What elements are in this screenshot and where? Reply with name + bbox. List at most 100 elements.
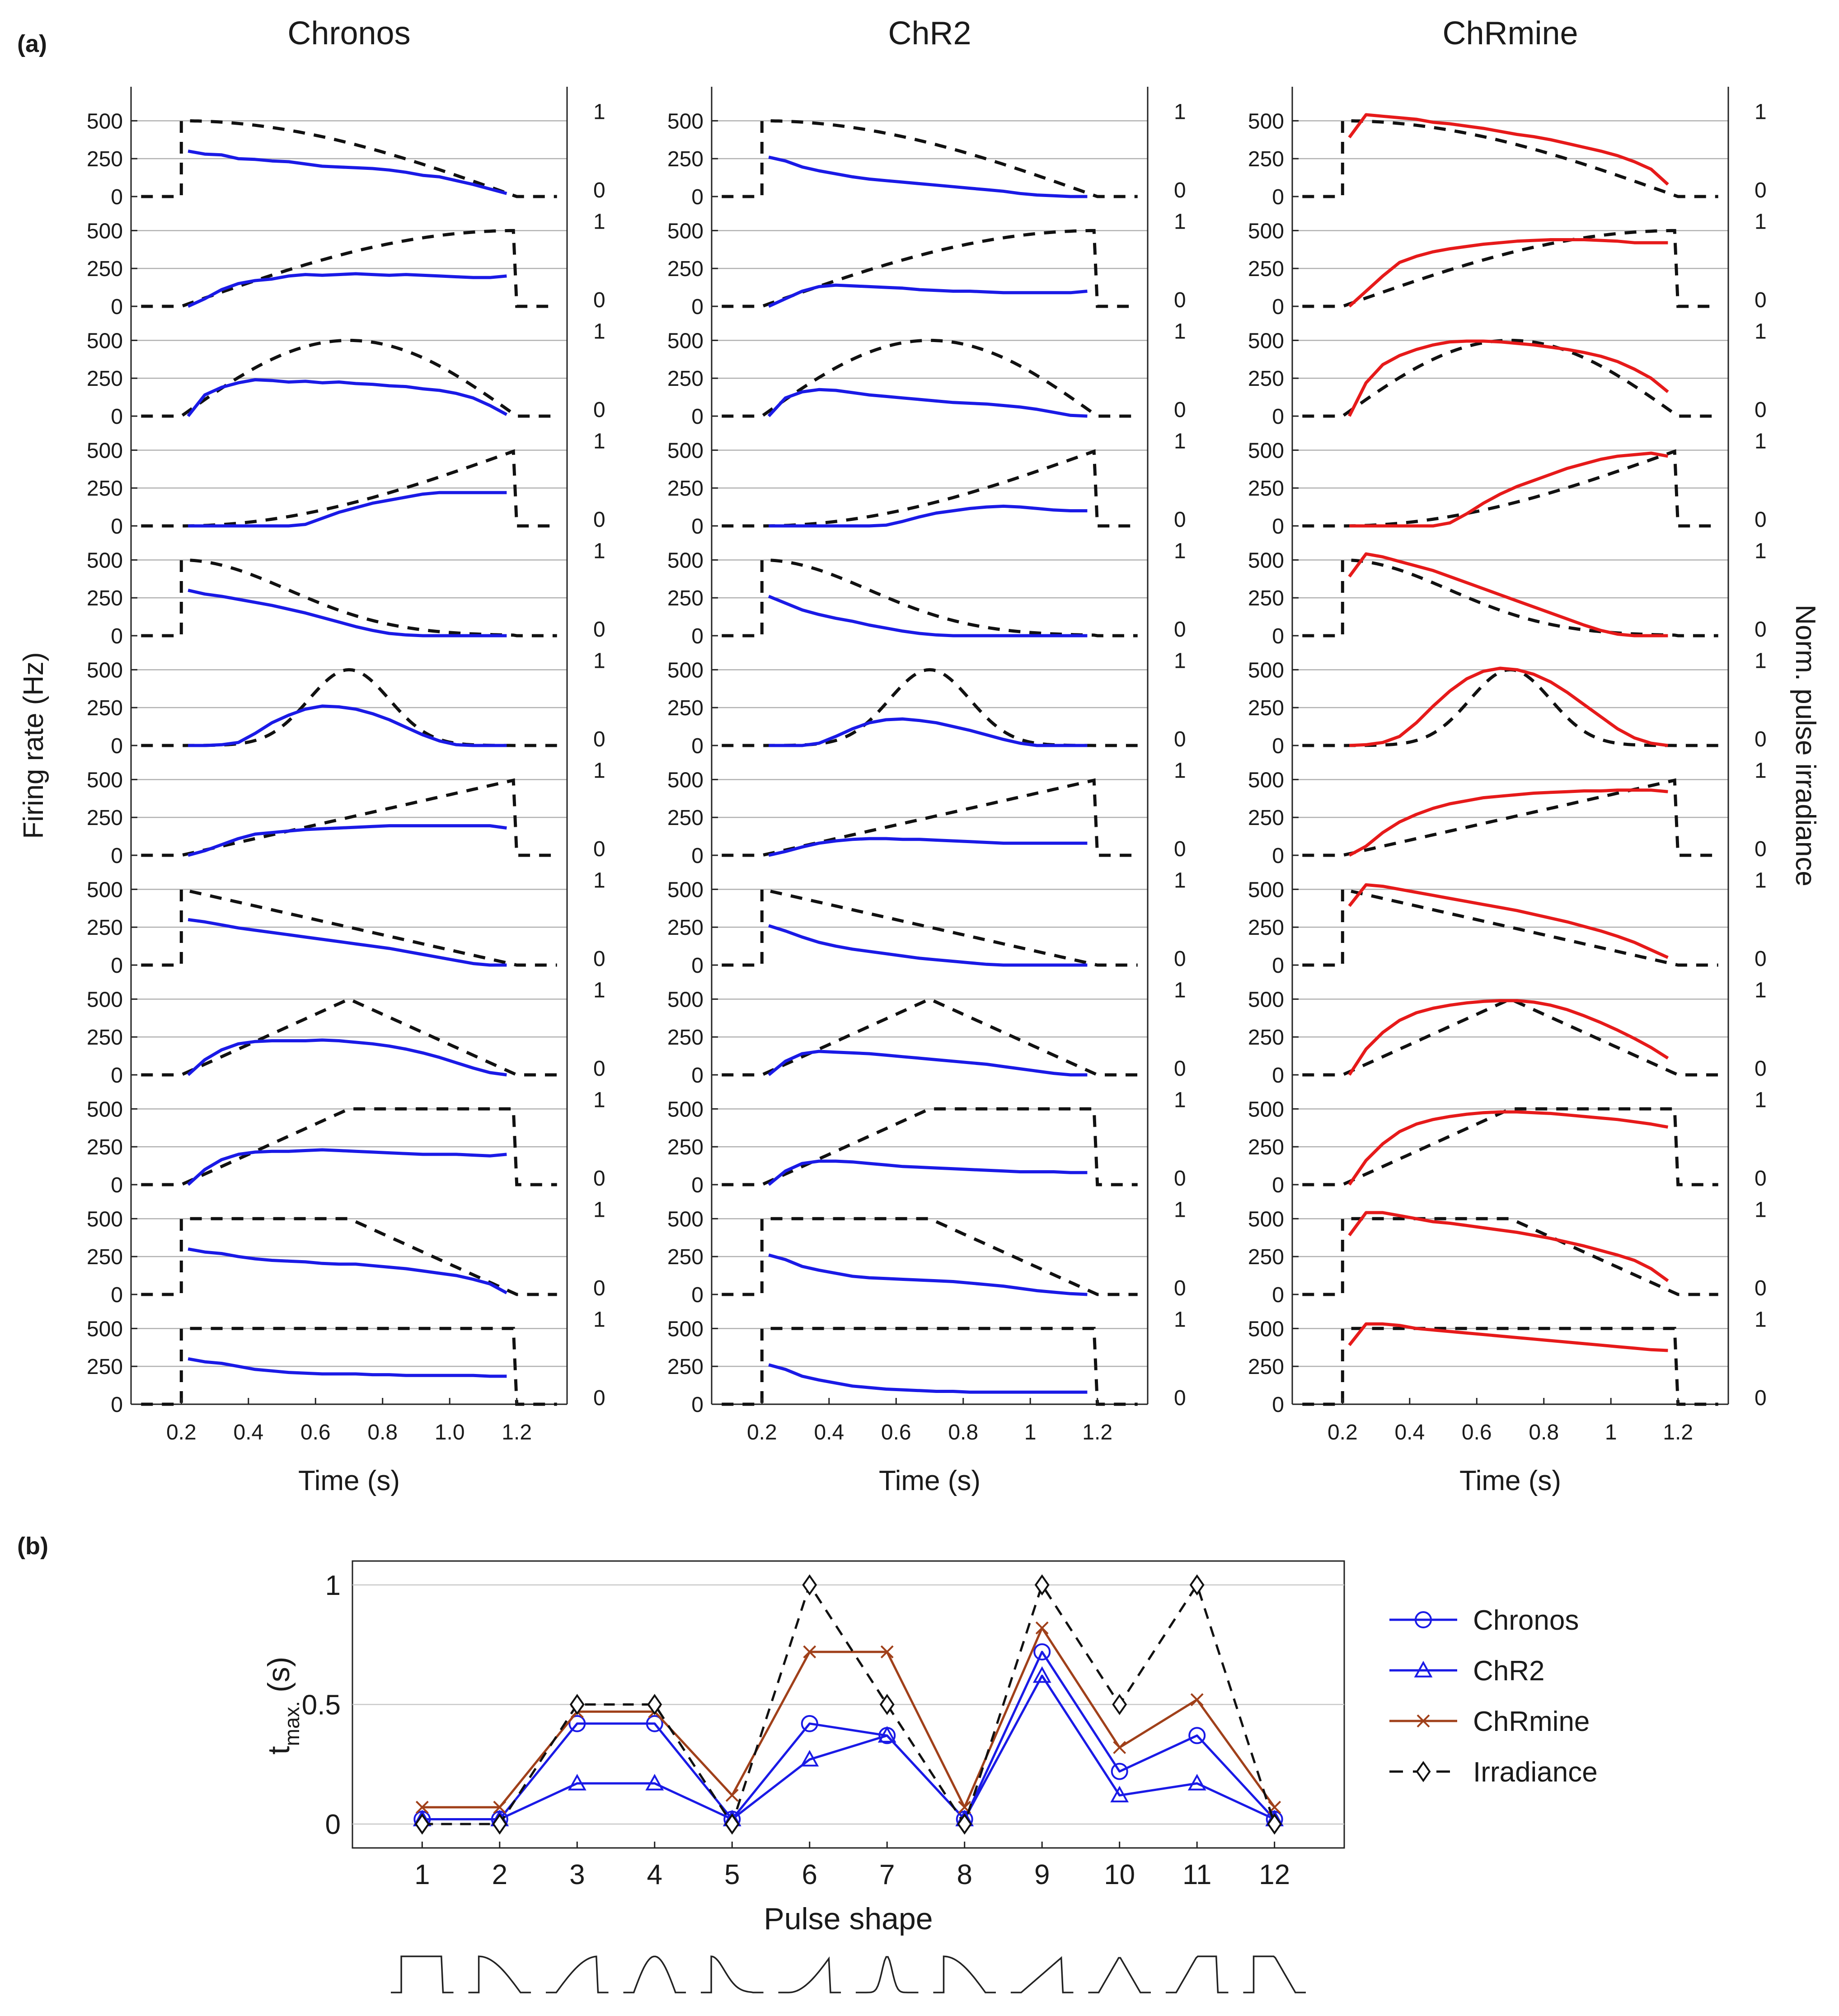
- y-tick-label: 0: [1272, 1064, 1284, 1088]
- right-y-tick-label: 1: [593, 868, 605, 892]
- right-y-tick-label: 0: [593, 178, 605, 202]
- subplot-chr2-row-12: 0 250 500 0 1: [667, 1294, 1186, 1417]
- y-tick-label: 250: [87, 1355, 123, 1379]
- y-tick-label: 250: [667, 257, 704, 281]
- firing-rate-line-chrmine: [1349, 666, 1668, 747]
- right-y-tick-label: 1: [1174, 1308, 1186, 1331]
- right-y-tick-label: 0: [1755, 1057, 1767, 1081]
- y-tick-label: 250: [667, 1245, 704, 1269]
- y-tick-label-b: 1: [325, 1570, 341, 1601]
- x-tick-label-b: 4: [647, 1859, 662, 1890]
- right-y-tick-label: 0: [593, 1386, 605, 1410]
- y-tick-label: 500: [1248, 1317, 1284, 1341]
- point-chrmine-1: [415, 1800, 429, 1814]
- x-tick-label: 1.2: [1082, 1421, 1112, 1444]
- irradiance-line: [1302, 1107, 1718, 1186]
- y-tick-label-b: 0.5: [302, 1690, 341, 1721]
- irradiance-line: [141, 229, 557, 308]
- right-y-tick-label: 0: [1174, 727, 1186, 751]
- y-tick-label: 250: [87, 806, 123, 830]
- right-y-tick-label: 0: [593, 618, 605, 642]
- right-y-tick-label: 0: [1755, 288, 1767, 312]
- y-tick-label: 250: [667, 696, 704, 720]
- y-tick-label: 250: [87, 1135, 123, 1159]
- y-tick-label: 500: [87, 329, 123, 353]
- firing-rate-line-chronos: [187, 1148, 507, 1186]
- legend-swatch-marker: [1415, 1611, 1432, 1628]
- right-y-tick-label: 0: [593, 947, 605, 971]
- firing-rate-line-chr2: [768, 595, 1088, 638]
- y-tick-label: 500: [667, 878, 704, 902]
- y-tick-label: 0: [691, 515, 704, 539]
- y-tick-label: 500: [1248, 658, 1284, 682]
- x-tick-label-b: 2: [492, 1859, 507, 1890]
- y-tick-label: 250: [1248, 916, 1284, 940]
- y-tick-label: 500: [87, 658, 123, 682]
- right-y-tick-label: 1: [593, 539, 605, 563]
- y-tick-label: 0: [1272, 1283, 1284, 1307]
- x-tick-label: 0.6: [1462, 1421, 1492, 1444]
- y-tick-label: 250: [87, 257, 123, 281]
- point-chr2-4: [645, 1774, 664, 1791]
- y-tick-label: 250: [87, 147, 123, 171]
- subplot-chr2-row-6: 0 250 500 0 1: [667, 636, 1186, 758]
- y-tick-label: 500: [1248, 439, 1284, 463]
- series-line-chronos: [422, 1650, 1276, 1820]
- point-irradiance-6: [802, 1574, 817, 1596]
- y-tick-label: 0: [691, 844, 704, 868]
- subplot-column-chrmine: ChRmine 0 250 500 0 1 0 250 500 0 1 0 250 500 0 1 0 250 50…: [1248, 15, 1767, 1496]
- right-y-tick-label: 0: [1755, 1167, 1767, 1191]
- subplot-chrmine-row-2: 0 250 500 0 1: [1248, 197, 1767, 319]
- firing-rate-line-chronos: [188, 588, 507, 638]
- subplot-chronos-row-5: 0 250 500 0 1: [87, 526, 605, 648]
- point-irradiance-2: [492, 1813, 507, 1835]
- y-tick-label-b: 0: [325, 1809, 341, 1840]
- irradiance-line: [141, 1327, 557, 1406]
- x-tick-label: 0.2: [747, 1421, 777, 1444]
- subplot-chr2-row-7: 0 250 500 0 1: [667, 745, 1186, 868]
- firing-rate-line-chronos: [187, 378, 508, 417]
- y-tick-label: 0: [111, 624, 123, 648]
- y-axis-label-right: Norm. pulse irradiance: [1790, 605, 1821, 886]
- y-tick-label: 500: [1248, 329, 1284, 353]
- right-y-tick-label: 0: [1755, 178, 1767, 202]
- x-tick-label: 1: [1605, 1421, 1617, 1444]
- irradiance-line: [141, 778, 557, 857]
- right-y-tick-label: 1: [1755, 429, 1767, 453]
- y-tick-label: 0: [691, 1064, 704, 1088]
- irradiance-line: [1302, 558, 1718, 638]
- firing-rate-line-chr2: [767, 1050, 1088, 1077]
- irradiance-line: [722, 119, 1138, 198]
- subplot-chrmine-row-7: 0 250 500 0 1: [1248, 745, 1767, 868]
- right-y-tick-label: 0: [1755, 508, 1767, 532]
- y-tick-label: 500: [667, 1097, 704, 1121]
- y-tick-label: 0: [111, 295, 123, 319]
- legend-swatch-marker: [1417, 1714, 1430, 1728]
- point-irradiance-10: [1112, 1694, 1127, 1715]
- right-y-tick-label: 0: [1174, 508, 1186, 532]
- point-irradiance-11: [1189, 1574, 1205, 1596]
- y-tick-label: 0: [111, 954, 123, 978]
- firing-rate-line-chrmine: [1348, 1110, 1669, 1186]
- right-y-tick-label: 1: [1755, 1088, 1767, 1112]
- point-chrmine-11: [1190, 1693, 1204, 1707]
- irradiance-line: [722, 449, 1138, 528]
- irradiance-line: [722, 229, 1138, 308]
- y-tick-label: 250: [667, 477, 704, 501]
- x-tick-label-b: 12: [1259, 1859, 1290, 1890]
- pulse-shape-icon-7: [855, 1956, 919, 1993]
- point-chronos-3: [568, 1715, 586, 1732]
- column-title-chrmine: ChRmine: [1442, 15, 1578, 52]
- subplot-chronos-row-2: 0 250 500 0 1: [87, 197, 605, 319]
- right-y-tick-label: 1: [1174, 539, 1186, 563]
- right-y-tick-label: 0: [593, 1167, 605, 1191]
- point-chr2-11: [1187, 1774, 1206, 1791]
- x-tick-label-b: 11: [1182, 1859, 1211, 1890]
- right-y-tick-label: 1: [593, 319, 605, 343]
- firing-rate-line-chrmine: [1348, 113, 1669, 186]
- irradiance-line: [722, 1217, 1138, 1296]
- subplot-chrmine-row-4: 0 250 500 0 1: [1248, 416, 1767, 539]
- y-tick-label: 250: [667, 916, 704, 940]
- y-tick-label: 0: [1272, 844, 1284, 868]
- right-y-tick-label: 1: [1174, 868, 1186, 892]
